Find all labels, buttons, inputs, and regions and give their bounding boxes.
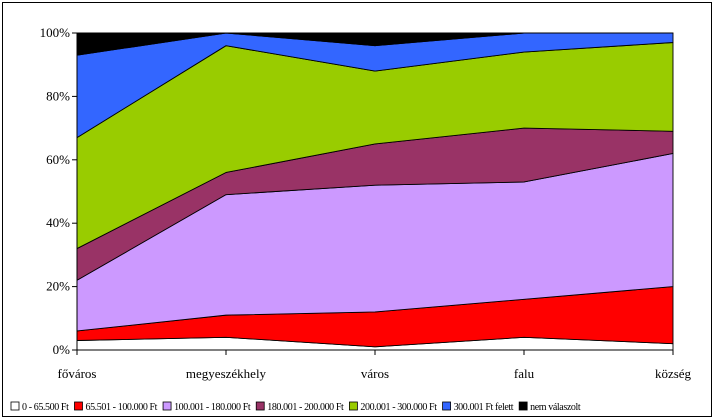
y-tick-label: 40% [46,215,70,230]
x-tick-label: község [655,366,692,381]
legend-label: 0 - 65.500 Ft [22,402,69,413]
y-tick-label: 0% [53,342,71,357]
legend-swatch [349,401,358,411]
y-tick-label: 60% [46,152,70,167]
legend-label: nem válaszolt [530,402,581,413]
legend-swatch [10,401,20,411]
legend: 0 - 65.500 Ft 65.501 - 100.000 Ft 100.001 … [10,401,581,413]
y-tick-label: 100% [40,25,71,40]
legend-label: 300.001 Ft felett [454,402,514,413]
x-axis-ticks: főváros megyeszékhely város falu község [58,350,692,381]
legend-swatch [74,401,83,411]
x-tick-label: főváros [58,366,97,381]
legend-label: 100.001 - 180.000 Ft [174,402,251,413]
legend-label: 65.501 - 100.000 Ft [85,402,157,413]
area-series-6 [76,32,674,56]
legend-label: 200.001 - 300.000 Ft [360,402,437,413]
legend-swatch [255,401,265,411]
legend-swatch [442,401,451,411]
y-axis-ticks: 0% 20% 40% 60% 80% 100% [40,25,77,357]
y-tick-label: 80% [46,88,70,103]
y-tick-label: 20% [46,279,70,294]
legend-swatch [518,401,528,411]
x-tick-label: megyeszékhely [186,366,267,381]
area-layers [76,32,674,351]
legend-swatch [162,401,172,411]
legend-label: 180.001 - 200.000 Ft [267,402,344,413]
x-tick-label: falu [514,366,535,381]
x-tick-label: város [361,366,389,381]
